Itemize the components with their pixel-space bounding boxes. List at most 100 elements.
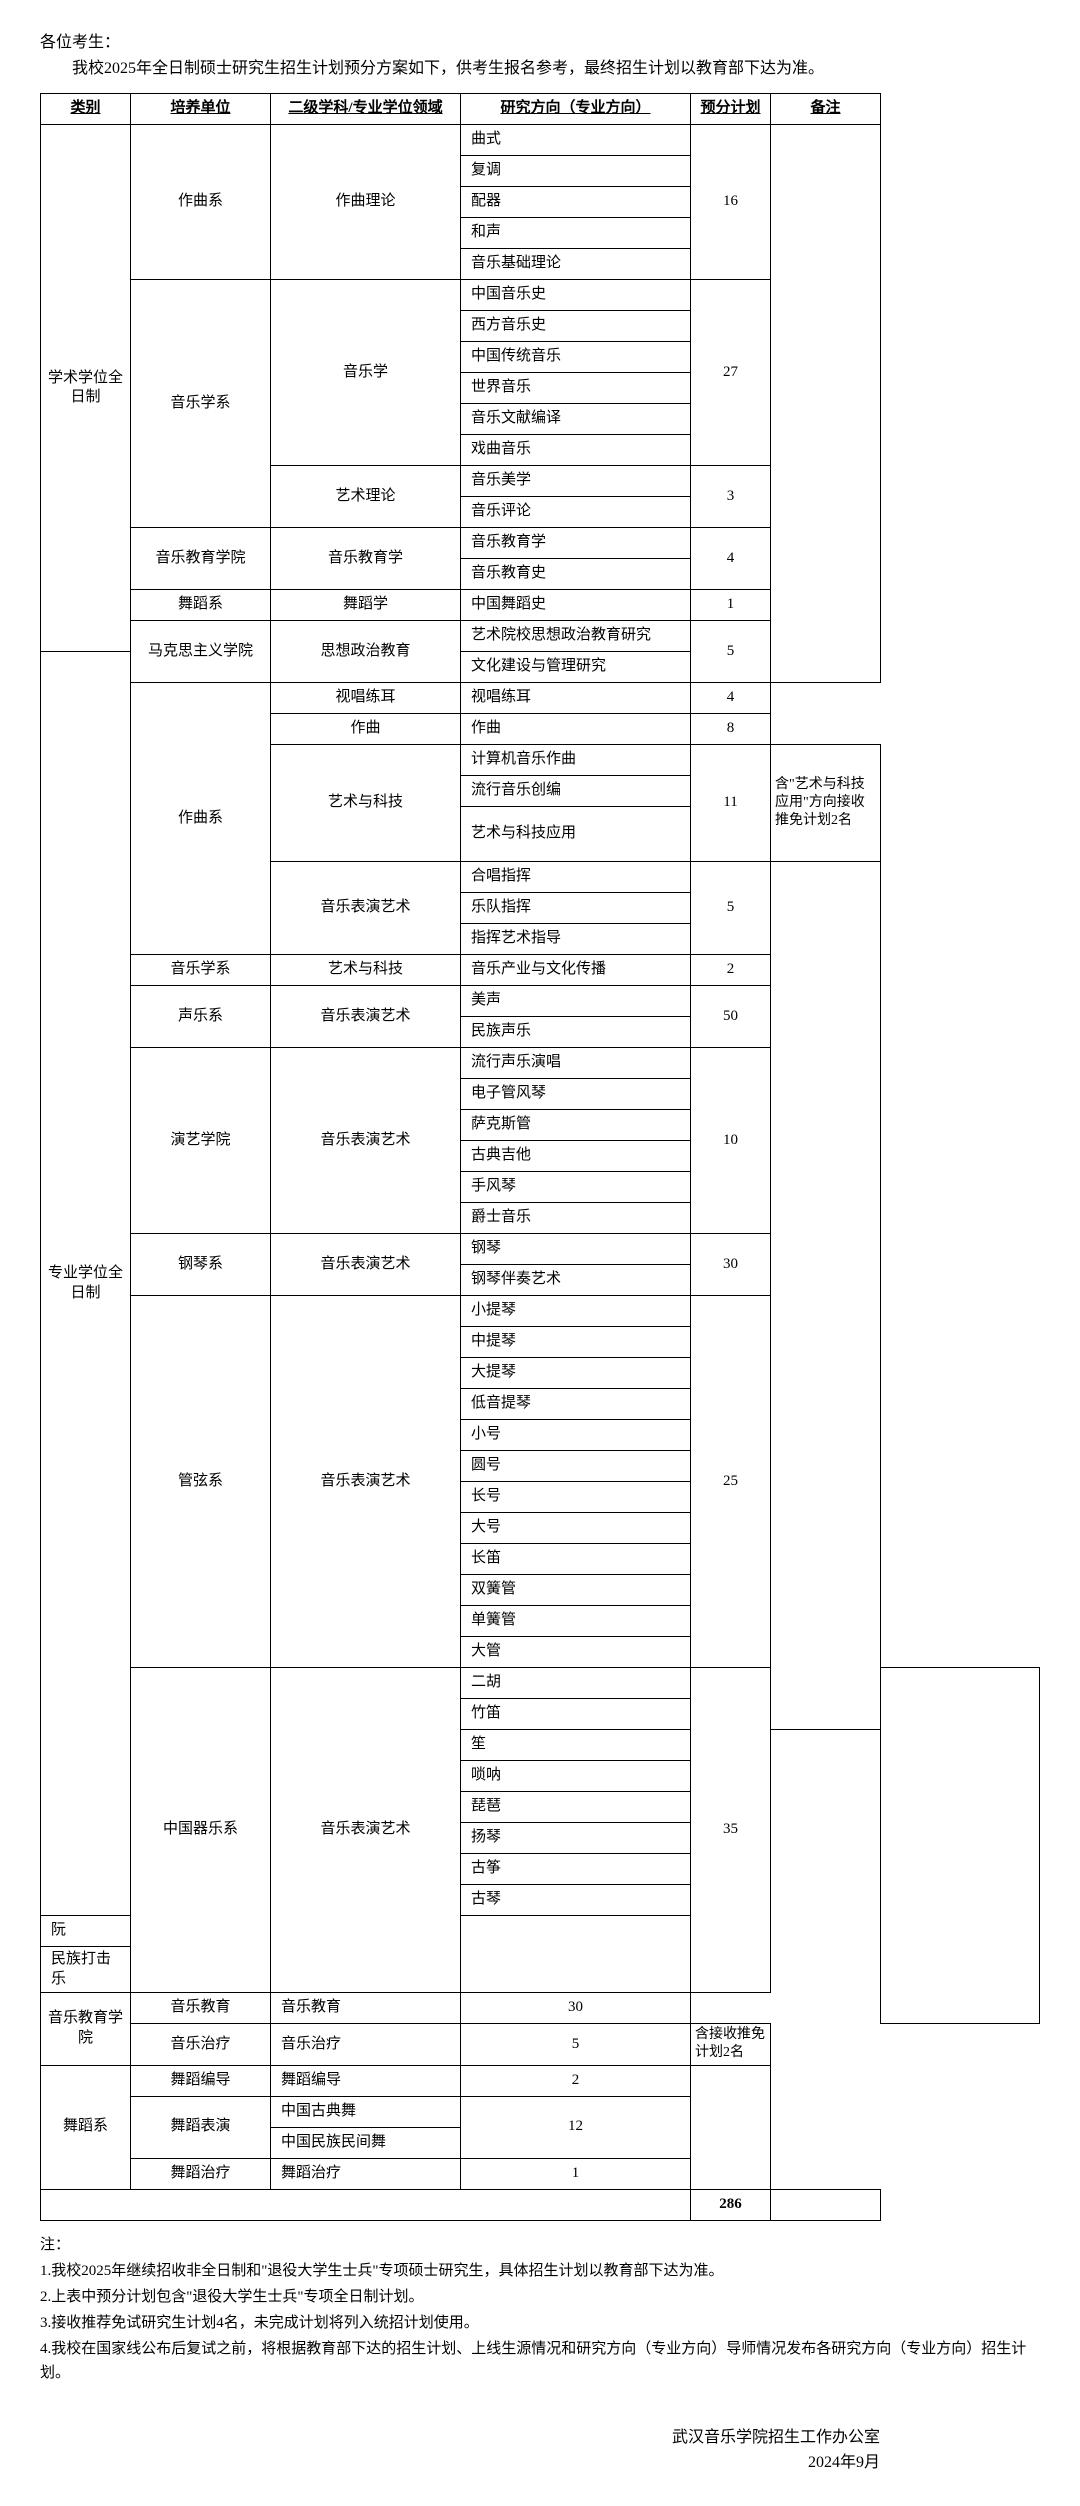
dir: 指挥艺术指导	[461, 924, 691, 955]
note-3: 3.接收推荐免试研究生计划4名，未完成计划将列入统招计划使用。	[40, 2311, 1040, 2335]
dir: 小提琴	[461, 1296, 691, 1327]
dir: 古琴	[461, 1885, 691, 1916]
intro-text: 我校2025年全日制硕士研究生招生计划预分方案如下，供考生报名参考，最终招生计划…	[40, 56, 1040, 82]
field: 舞蹈学	[271, 590, 461, 621]
field: 音乐表演艺术	[271, 862, 461, 955]
plan-table: 类别 培养单位 二级学科/专业学位领域 研究方向（专业方向） 预分计划 备注 学…	[40, 93, 1040, 2220]
dir: 长号	[461, 1482, 691, 1513]
dept: 管弦系	[131, 1296, 271, 1668]
th-note: 备注	[771, 94, 881, 125]
table-row: 音乐治疗 音乐治疗 5 含接收推免计划2名	[41, 2024, 1040, 2065]
note	[691, 2065, 771, 2189]
table-row: 演艺学院 音乐表演艺术 流行声乐演唱 10	[41, 1048, 1040, 1079]
dir: 钢琴	[461, 1234, 691, 1265]
dir: 萨克斯管	[461, 1110, 691, 1141]
dir: 爵士音乐	[461, 1203, 691, 1234]
field: 舞蹈表演	[131, 2096, 271, 2158]
total-label	[41, 2189, 691, 2220]
dir: 手风琴	[461, 1172, 691, 1203]
field: 音乐表演艺术	[271, 1296, 461, 1668]
note	[881, 1668, 1040, 2024]
plan: 5	[691, 862, 771, 955]
dir: 长笛	[461, 1544, 691, 1575]
table-row: 中国器乐系 音乐表演艺术 二胡 35	[41, 1668, 1040, 1699]
dir: 和声	[461, 218, 691, 249]
field: 作曲	[271, 714, 461, 745]
footer: 武汉音乐学院招生工作办公室 2024年9月	[40, 2425, 1040, 2476]
table-row: 舞蹈系 舞蹈编导 舞蹈编导 2	[41, 2065, 1040, 2096]
note-1: 1.我校2025年继续招收非全日制和"退役大学生士兵"专项硕士研究生，具体招生计…	[40, 2259, 1040, 2283]
dir: 视唱练耳	[461, 683, 691, 714]
dir: 大提琴	[461, 1358, 691, 1389]
dir: 民族打击乐	[41, 1947, 131, 1993]
dir: 复调	[461, 156, 691, 187]
plan: 25	[691, 1296, 771, 1668]
dir: 阮	[41, 1916, 131, 1947]
field: 音乐表演艺术	[271, 1668, 461, 1993]
dir: 舞蹈治疗	[271, 2158, 461, 2189]
notes: 注： 1.我校2025年继续招收非全日制和"退役大学生士兵"专项硕士研究生，具体…	[40, 2233, 1040, 2385]
dir: 乐队指挥	[461, 893, 691, 924]
plan: 8	[691, 714, 771, 745]
dept: 演艺学院	[131, 1048, 271, 1234]
th-category: 类别	[41, 94, 131, 125]
dir: 流行音乐创编	[461, 776, 691, 807]
cat-academic: 学术学位全日制	[41, 125, 131, 652]
dept: 舞蹈系	[41, 2065, 131, 2189]
table-row: 马克思主义学院 思想政治教育 艺术院校思想政治教育研究 5	[41, 621, 1040, 652]
dir: 音乐文献编译	[461, 404, 691, 435]
dir: 双簧管	[461, 1575, 691, 1606]
table-row: 学术学位全日制 作曲系 作曲理论 曲式 16	[41, 125, 1040, 156]
field: 音乐表演艺术	[271, 1234, 461, 1296]
dir: 大管	[461, 1637, 691, 1668]
table-row: 作曲系 视唱练耳 视唱练耳 4	[41, 683, 1040, 714]
field: 音乐教育学	[271, 528, 461, 590]
dir: 作曲	[461, 714, 691, 745]
field: 艺术理论	[271, 466, 461, 528]
total-row: 286	[41, 2189, 1040, 2220]
field: 艺术与科技	[271, 745, 461, 862]
dept: 舞蹈系	[131, 590, 271, 621]
table-row: 声乐系 音乐表演艺术 美声 50	[41, 986, 1040, 1017]
dir: 曲式	[461, 125, 691, 156]
th-plan: 预分计划	[691, 94, 771, 125]
plan: 10	[691, 1048, 771, 1234]
plan: 4	[691, 683, 771, 714]
plan: 1	[461, 2158, 691, 2189]
table-row: 管弦系 音乐表演艺术 小提琴 25	[41, 1296, 1040, 1327]
plan: 30	[461, 1993, 691, 2024]
dir: 音乐基础理论	[461, 249, 691, 280]
dir: 戏曲音乐	[461, 435, 691, 466]
note	[771, 862, 881, 1730]
field: 音乐学	[271, 280, 461, 466]
cat-pro: 专业学位全日制	[41, 652, 131, 1916]
plan: 16	[691, 125, 771, 280]
dir: 音乐教育	[271, 1993, 461, 2024]
plan: 30	[691, 1234, 771, 1296]
dir: 扬琴	[461, 1823, 691, 1854]
th-department: 培养单位	[131, 94, 271, 125]
dept: 音乐学系	[131, 280, 271, 528]
dir: 音乐评论	[461, 497, 691, 528]
dir: 计算机音乐作曲	[461, 745, 691, 776]
dir: 大号	[461, 1513, 691, 1544]
plan: 1	[691, 590, 771, 621]
dept: 钢琴系	[131, 1234, 271, 1296]
greeting: 各位考生：	[40, 30, 1040, 56]
field: 舞蹈编导	[131, 2065, 271, 2096]
dept: 音乐教育学院	[41, 1993, 131, 2065]
th-direction: 研究方向（专业方向）	[461, 94, 691, 125]
table-row: 音乐学系 艺术与科技 音乐产业与文化传播 2	[41, 955, 1040, 986]
dir: 西方音乐史	[461, 311, 691, 342]
plan: 12	[461, 2096, 691, 2158]
dir: 艺术与科技应用	[461, 807, 691, 862]
plan: 2	[461, 2065, 691, 2096]
dept: 马克思主义学院	[131, 621, 271, 683]
dir: 二胡	[461, 1668, 691, 1699]
dir: 流行声乐演唱	[461, 1048, 691, 1079]
dir: 配器	[461, 187, 691, 218]
dir: 单簧管	[461, 1606, 691, 1637]
note	[771, 125, 881, 683]
dir: 古筝	[461, 1854, 691, 1885]
th-field: 二级学科/专业学位领域	[271, 94, 461, 125]
